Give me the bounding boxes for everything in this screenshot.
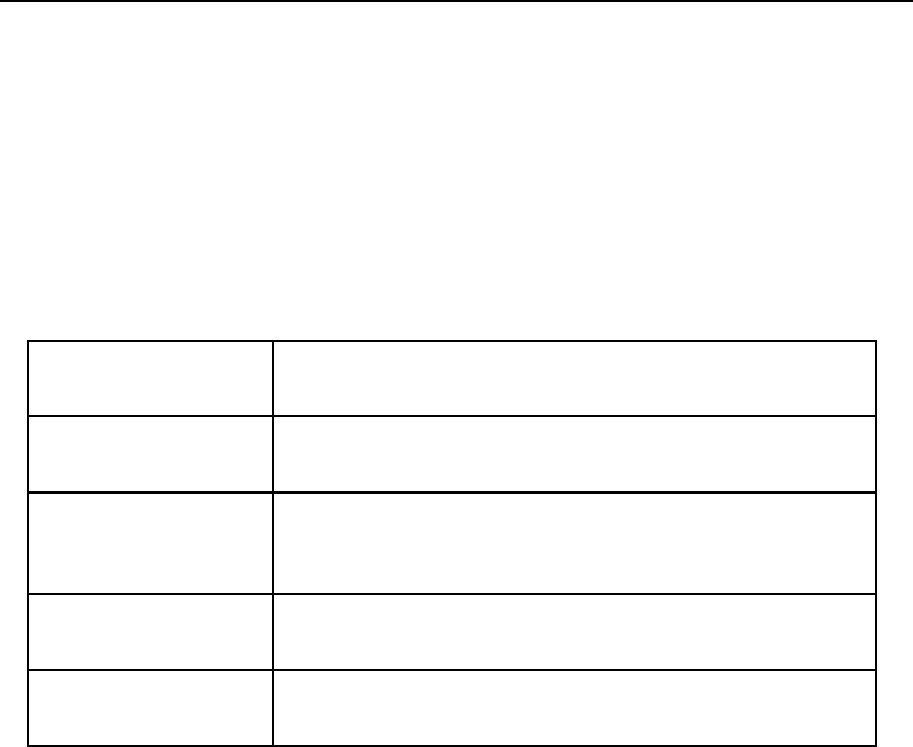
table-cell [27, 491, 274, 595]
table-cell [272, 491, 877, 595]
table-cell [272, 340, 877, 417]
table-cell [27, 593, 274, 671]
table-row [27, 491, 877, 595]
table-cell [27, 340, 274, 417]
table-cell [272, 669, 877, 747]
top-rule-divider [0, 0, 913, 2]
table-cell [27, 669, 274, 747]
table-row [27, 415, 877, 494]
empty-table [27, 340, 877, 747]
table-cell [272, 415, 877, 494]
table-row [27, 340, 877, 417]
table-cell [27, 415, 274, 494]
table-row [27, 593, 877, 671]
table-cell [272, 593, 877, 671]
table-row [27, 669, 877, 747]
